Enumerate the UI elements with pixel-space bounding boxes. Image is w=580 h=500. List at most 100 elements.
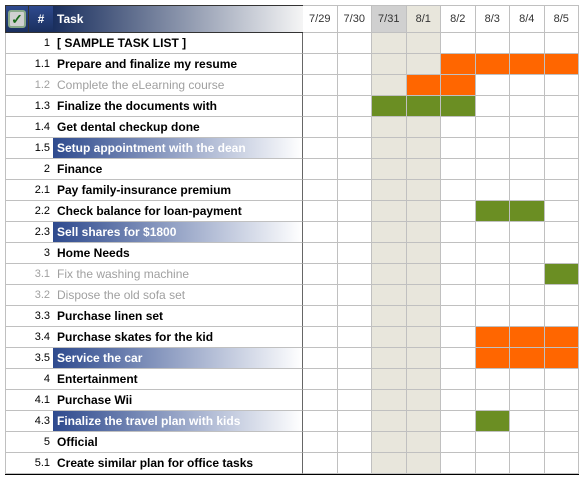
gantt-cell[interactable] bbox=[476, 453, 511, 474]
row-task-cell[interactable]: Finalize the documents with bbox=[53, 96, 303, 117]
gantt-cell[interactable] bbox=[303, 243, 338, 264]
gantt-cell[interactable] bbox=[510, 33, 545, 54]
row-task-cell[interactable]: Purchase linen set bbox=[53, 306, 303, 327]
gantt-cell[interactable] bbox=[476, 264, 511, 285]
gantt-cell[interactable] bbox=[372, 348, 407, 369]
gantt-cell[interactable] bbox=[338, 243, 373, 264]
table-row[interactable]: 1.2Complete the eLearning course bbox=[5, 75, 579, 96]
gantt-cell[interactable] bbox=[372, 33, 407, 54]
gantt-cell[interactable] bbox=[303, 138, 338, 159]
row-task-cell[interactable]: Entertainment bbox=[53, 369, 303, 390]
gantt-cell[interactable] bbox=[545, 75, 580, 96]
row-check-cell[interactable] bbox=[5, 348, 29, 369]
gantt-cell[interactable] bbox=[441, 222, 476, 243]
gantt-cell[interactable] bbox=[372, 96, 407, 117]
gantt-cell[interactable] bbox=[407, 75, 442, 96]
gantt-cell[interactable] bbox=[338, 348, 373, 369]
gantt-cell[interactable] bbox=[510, 180, 545, 201]
gantt-cell[interactable] bbox=[476, 222, 511, 243]
gantt-cell[interactable] bbox=[303, 327, 338, 348]
gantt-cell[interactable] bbox=[476, 285, 511, 306]
gantt-cell[interactable] bbox=[407, 264, 442, 285]
gantt-cell[interactable] bbox=[545, 306, 580, 327]
gantt-cell[interactable] bbox=[303, 96, 338, 117]
gantt-cell[interactable] bbox=[441, 201, 476, 222]
row-task-cell[interactable]: Setup appointment with the dean bbox=[53, 138, 303, 159]
gantt-cell[interactable] bbox=[476, 243, 511, 264]
gantt-cell[interactable] bbox=[303, 54, 338, 75]
gantt-cell[interactable] bbox=[510, 75, 545, 96]
gantt-cell[interactable] bbox=[476, 348, 511, 369]
gantt-cell[interactable] bbox=[407, 369, 442, 390]
row-task-cell[interactable]: Fix the washing machine bbox=[53, 264, 303, 285]
gantt-cell[interactable] bbox=[372, 159, 407, 180]
gantt-cell[interactable] bbox=[338, 201, 373, 222]
row-check-cell[interactable] bbox=[5, 453, 29, 474]
gantt-cell[interactable] bbox=[441, 243, 476, 264]
table-row[interactable]: 4Entertainment bbox=[5, 369, 579, 390]
table-row[interactable]: 4.1Purchase Wii bbox=[5, 390, 579, 411]
gantt-cell[interactable] bbox=[407, 285, 442, 306]
gantt-cell[interactable] bbox=[407, 96, 442, 117]
table-row[interactable]: 1.4Get dental checkup done bbox=[5, 117, 579, 138]
row-check-cell[interactable] bbox=[5, 54, 29, 75]
row-check-cell[interactable] bbox=[5, 159, 29, 180]
gantt-cell[interactable] bbox=[338, 390, 373, 411]
gantt-cell[interactable] bbox=[441, 411, 476, 432]
gantt-cell[interactable] bbox=[441, 54, 476, 75]
gantt-cell[interactable] bbox=[441, 180, 476, 201]
gantt-cell[interactable] bbox=[407, 117, 442, 138]
header-date-column[interactable]: 7/31 bbox=[372, 5, 407, 33]
table-row[interactable]: 2.2Check balance for loan-payment bbox=[5, 201, 579, 222]
gantt-cell[interactable] bbox=[510, 411, 545, 432]
gantt-cell[interactable] bbox=[510, 201, 545, 222]
gantt-cell[interactable] bbox=[476, 96, 511, 117]
table-row[interactable]: 3Home Needs bbox=[5, 243, 579, 264]
gantt-cell[interactable] bbox=[372, 432, 407, 453]
gantt-cell[interactable] bbox=[476, 180, 511, 201]
table-row[interactable]: 3.4Purchase skates for the kid bbox=[5, 327, 579, 348]
row-task-cell[interactable]: Purchase Wii bbox=[53, 390, 303, 411]
row-check-cell[interactable] bbox=[5, 222, 29, 243]
gantt-cell[interactable] bbox=[545, 348, 580, 369]
gantt-cell[interactable] bbox=[545, 159, 580, 180]
gantt-cell[interactable] bbox=[476, 54, 511, 75]
row-task-cell[interactable]: [ SAMPLE TASK LIST ] bbox=[53, 33, 303, 54]
gantt-cell[interactable] bbox=[338, 285, 373, 306]
gantt-cell[interactable] bbox=[510, 285, 545, 306]
gantt-cell[interactable] bbox=[372, 453, 407, 474]
gantt-cell[interactable] bbox=[441, 117, 476, 138]
gantt-cell[interactable] bbox=[372, 222, 407, 243]
header-date-column[interactable]: 7/29 bbox=[303, 5, 338, 33]
gantt-cell[interactable] bbox=[510, 117, 545, 138]
gantt-cell[interactable] bbox=[338, 117, 373, 138]
gantt-cell[interactable] bbox=[407, 390, 442, 411]
gantt-cell[interactable] bbox=[510, 390, 545, 411]
gantt-cell[interactable] bbox=[441, 453, 476, 474]
gantt-cell[interactable] bbox=[545, 33, 580, 54]
gantt-cell[interactable] bbox=[476, 432, 511, 453]
gantt-cell[interactable] bbox=[372, 201, 407, 222]
row-check-cell[interactable] bbox=[5, 96, 29, 117]
table-row[interactable]: 4.3Finalize the travel plan with kids bbox=[5, 411, 579, 432]
row-check-cell[interactable] bbox=[5, 201, 29, 222]
row-check-cell[interactable] bbox=[5, 75, 29, 96]
gantt-cell[interactable] bbox=[338, 138, 373, 159]
gantt-cell[interactable] bbox=[545, 285, 580, 306]
row-task-cell[interactable]: Check balance for loan-payment bbox=[53, 201, 303, 222]
gantt-cell[interactable] bbox=[476, 390, 511, 411]
gantt-cell[interactable] bbox=[407, 201, 442, 222]
gantt-cell[interactable] bbox=[510, 159, 545, 180]
gantt-cell[interactable] bbox=[407, 159, 442, 180]
gantt-cell[interactable] bbox=[510, 222, 545, 243]
row-check-cell[interactable] bbox=[5, 369, 29, 390]
table-row[interactable]: 2.3Sell shares for $1800 bbox=[5, 222, 579, 243]
gantt-cell[interactable] bbox=[407, 348, 442, 369]
gantt-cell[interactable] bbox=[510, 264, 545, 285]
gantt-cell[interactable] bbox=[441, 138, 476, 159]
gantt-cell[interactable] bbox=[545, 390, 580, 411]
header-check-column[interactable]: ✓ bbox=[5, 5, 29, 33]
gantt-cell[interactable] bbox=[338, 75, 373, 96]
gantt-cell[interactable] bbox=[545, 327, 580, 348]
row-check-cell[interactable] bbox=[5, 411, 29, 432]
